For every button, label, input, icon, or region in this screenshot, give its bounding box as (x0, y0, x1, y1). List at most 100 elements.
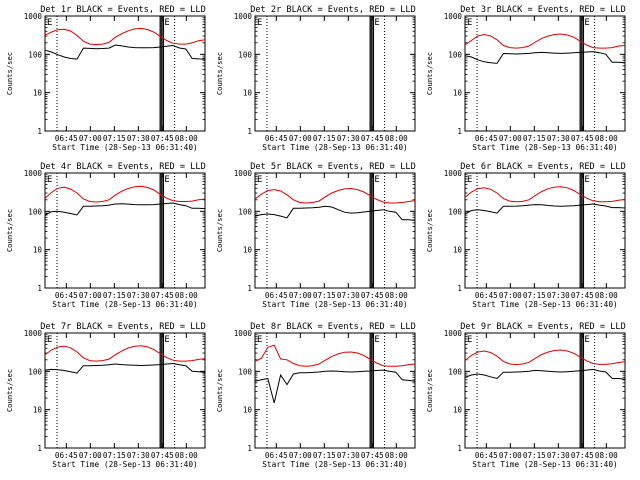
marker-label-e: E (584, 175, 589, 185)
x-tick-label: 07:45 (361, 134, 384, 143)
panel-det-8: Det 8r BLACK = Events, RED = LLD 1 10 100 10… (215, 322, 416, 469)
x-tick-label: 07:30 (337, 291, 360, 300)
x-tick-label: 07:30 (127, 134, 150, 143)
x-tick-label: 06:45 (475, 451, 498, 460)
panel-title: Det 9r BLACK = Events, RED = LLD (460, 322, 626, 332)
plot-frame (254, 332, 416, 449)
y-tick-label: 1000 (444, 12, 463, 21)
marker-label-e: E (47, 175, 52, 185)
y-tick-label: 1 (37, 127, 42, 136)
x-tick-label: 06:45 (55, 134, 78, 143)
x-tick-label: 07:45 (571, 451, 594, 460)
x-tick-label: 07:00 (79, 291, 102, 300)
x-tick-label: 07:15 (313, 134, 336, 143)
x-tick-label: 07:15 (103, 291, 126, 300)
y-axis-label: Counts/sec (215, 209, 224, 252)
panel-det-5: Det 5r BLACK = Events, RED = LLD 1 10 100 10… (215, 162, 416, 309)
marker-label-e: E (164, 335, 169, 345)
x-tick-label: 07:15 (103, 134, 126, 143)
x-tick-label: 08:00 (595, 451, 618, 460)
x-tick-label: 07:30 (337, 451, 360, 460)
events-series-line (464, 203, 626, 215)
plot-frame (254, 172, 416, 289)
y-axis-label: Counts/sec (215, 369, 224, 412)
marker-label-e: E (47, 18, 52, 28)
x-tick-label: 08:00 (175, 291, 198, 300)
panel-det-3: Det 3r BLACK = Events, RED = LLD 1 10 100 10… (425, 5, 626, 152)
y-tick-label: 1000 (234, 329, 253, 338)
marker-label-e: E (374, 18, 379, 28)
y-tick-label: 1000 (24, 12, 43, 21)
y-tick-label: 1 (247, 284, 252, 293)
x-tick-label: 07:45 (571, 291, 594, 300)
x-tick-label: 07:15 (313, 291, 336, 300)
y-tick-label: 1000 (234, 12, 253, 21)
x-tick-label: 07:15 (523, 134, 546, 143)
x-tick-label: 07:00 (79, 134, 102, 143)
lld-series-line (464, 186, 626, 203)
y-tick-label: 10 (33, 89, 43, 98)
x-axis-label: Start Time (28-Sep-13 06:31:40) (262, 460, 408, 469)
panel-det-6: Det 6r BLACK = Events, RED = LLD 1 10 100 10… (425, 162, 626, 309)
marker-label-e: E (467, 18, 472, 28)
marker-label-e: E (467, 175, 472, 185)
x-tick-label: 07:45 (151, 291, 174, 300)
x-tick-label: 07:00 (499, 451, 522, 460)
x-tick-label: 08:00 (385, 291, 408, 300)
lld-series-line (44, 345, 206, 362)
x-tick-label: 07:00 (499, 291, 522, 300)
lld-series-line (254, 187, 416, 204)
y-tick-label: 10 (453, 406, 463, 415)
events-series-line (44, 44, 206, 60)
y-tick-label: 1000 (24, 329, 43, 338)
panel-det-1: Det 1r BLACK = Events, RED = LLD 1 10 100 10… (5, 5, 206, 152)
x-axis-label: Start Time (28-Sep-13 06:31:40) (52, 143, 198, 152)
x-tick-label: 06:45 (265, 451, 288, 460)
y-tick-label: 100 (28, 207, 42, 216)
marker-label-e: E (257, 335, 262, 345)
panel-title: Det 2r BLACK = Events, RED = LLD (250, 5, 416, 15)
y-axis-label: Counts/sec (425, 369, 434, 412)
y-tick-label: 1 (457, 127, 462, 136)
x-tick-label: 07:15 (103, 451, 126, 460)
x-tick-label: 06:45 (55, 291, 78, 300)
x-tick-label: 07:00 (289, 291, 312, 300)
marker-label-e: E (374, 335, 379, 345)
marker-label-e: E (257, 175, 262, 185)
y-tick-label: 100 (28, 367, 42, 376)
y-tick-label: 100 (238, 207, 252, 216)
y-tick-label: 1000 (444, 169, 463, 178)
x-tick-label: 08:00 (385, 134, 408, 143)
y-tick-label: 10 (243, 246, 253, 255)
x-axis-label: Start Time (28-Sep-13 06:31:40) (472, 460, 618, 469)
y-tick-label: 100 (448, 207, 462, 216)
x-tick-label: 07:30 (547, 451, 570, 460)
x-tick-label: 07:15 (313, 451, 336, 460)
plot-frame (44, 172, 206, 289)
marker-label-e: E (47, 335, 52, 345)
x-tick-label: 07:45 (361, 451, 384, 460)
y-axis-label: Counts/sec (425, 209, 434, 252)
y-tick-label: 100 (238, 367, 252, 376)
x-axis-label: Start Time (28-Sep-13 06:31:40) (52, 460, 198, 469)
x-axis-label: Start Time (28-Sep-13 06:31:40) (472, 143, 618, 152)
events-series-line (44, 362, 206, 374)
x-tick-label: 07:00 (289, 451, 312, 460)
x-tick-label: 07:45 (151, 451, 174, 460)
events-series-line (44, 202, 206, 216)
panel-title: Det 7r BLACK = Events, RED = LLD (40, 322, 206, 332)
lld-series-line (254, 344, 416, 367)
plot-frame (464, 15, 626, 132)
y-axis-label: Counts/sec (5, 209, 14, 252)
marker-label-e: E (257, 18, 262, 28)
x-axis-label: Start Time (28-Sep-13 06:31:40) (262, 143, 408, 152)
x-tick-label: 06:45 (265, 291, 288, 300)
x-tick-label: 08:00 (175, 134, 198, 143)
y-tick-label: 10 (33, 246, 43, 255)
panel-title: Det 1r BLACK = Events, RED = LLD (40, 5, 206, 15)
lld-series-line (44, 185, 206, 203)
x-tick-label: 07:15 (523, 451, 546, 460)
y-tick-label: 1000 (24, 169, 43, 178)
x-tick-label: 06:45 (475, 291, 498, 300)
y-tick-label: 100 (448, 367, 462, 376)
